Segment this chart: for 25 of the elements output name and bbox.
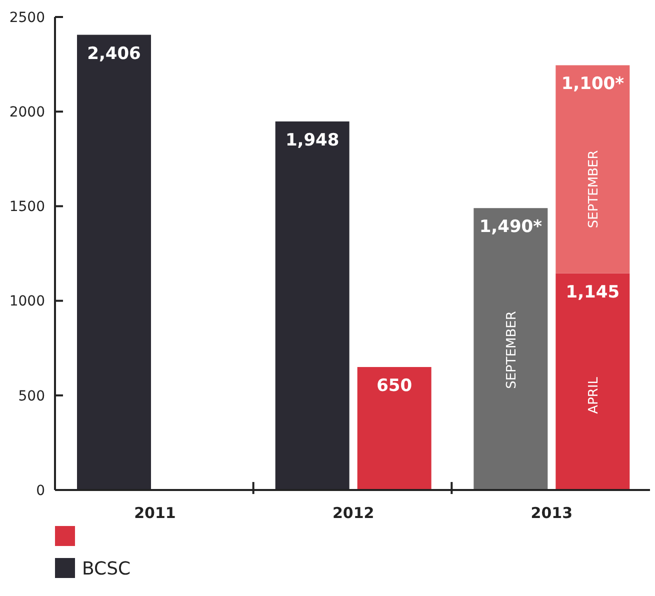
data-label: 650 <box>376 376 412 396</box>
legend-label: BCSC <box>82 558 131 580</box>
y-tick-label: 2000 <box>9 104 45 120</box>
bar <box>77 34 151 490</box>
annotation: SEPTEMBER <box>586 150 602 228</box>
bar <box>474 208 548 490</box>
bar <box>357 367 432 490</box>
data-label: 1,100* <box>561 74 624 94</box>
annotation: APRIL <box>586 376 602 414</box>
bar <box>556 273 630 490</box>
y-tick-label: 500 <box>18 388 45 404</box>
bar <box>275 121 350 490</box>
y-tick-label: 0 <box>36 482 45 499</box>
data-label: 2,406 <box>87 44 141 64</box>
x-tick-label: 2011 <box>134 504 176 522</box>
bar <box>556 65 630 274</box>
annotation: SEPTEMBER <box>504 311 520 389</box>
y-tick-label: 1000 <box>9 294 45 310</box>
data-label: 1,948 <box>285 130 340 150</box>
data-label: 1,145 <box>566 282 620 302</box>
y-tick-label: 1500 <box>9 199 45 216</box>
data-label: 1,490* <box>479 217 542 238</box>
x-tick-label: 2013 <box>530 504 573 522</box>
y-tick-label: 2500 <box>9 10 45 26</box>
x-tick-label: 2012 <box>332 504 374 522</box>
